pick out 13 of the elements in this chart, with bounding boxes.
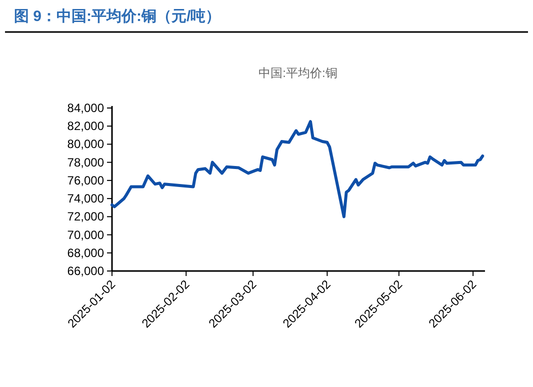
y-tick-label: 82,000 bbox=[67, 119, 104, 134]
chart-subtitle: 中国:平均价:铜 bbox=[258, 66, 338, 80]
y-tick-label: 72,000 bbox=[67, 210, 104, 224]
y-tick-label: 80,000 bbox=[67, 137, 104, 152]
y-tick-label: 84,000 bbox=[67, 101, 104, 115]
y-tick-label: 78,000 bbox=[67, 155, 104, 170]
y-tick-label: 70,000 bbox=[67, 228, 104, 242]
line-series bbox=[110, 120, 484, 218]
y-tick-label: 74,000 bbox=[67, 192, 104, 206]
y-tick-label: 76,000 bbox=[67, 173, 104, 188]
y-tick-label: 66,000 bbox=[67, 264, 104, 278]
y-tick-label: 68,000 bbox=[67, 246, 104, 260]
chart-title: 图 9：中国:平均价:铜（元/吨） bbox=[14, 8, 221, 25]
